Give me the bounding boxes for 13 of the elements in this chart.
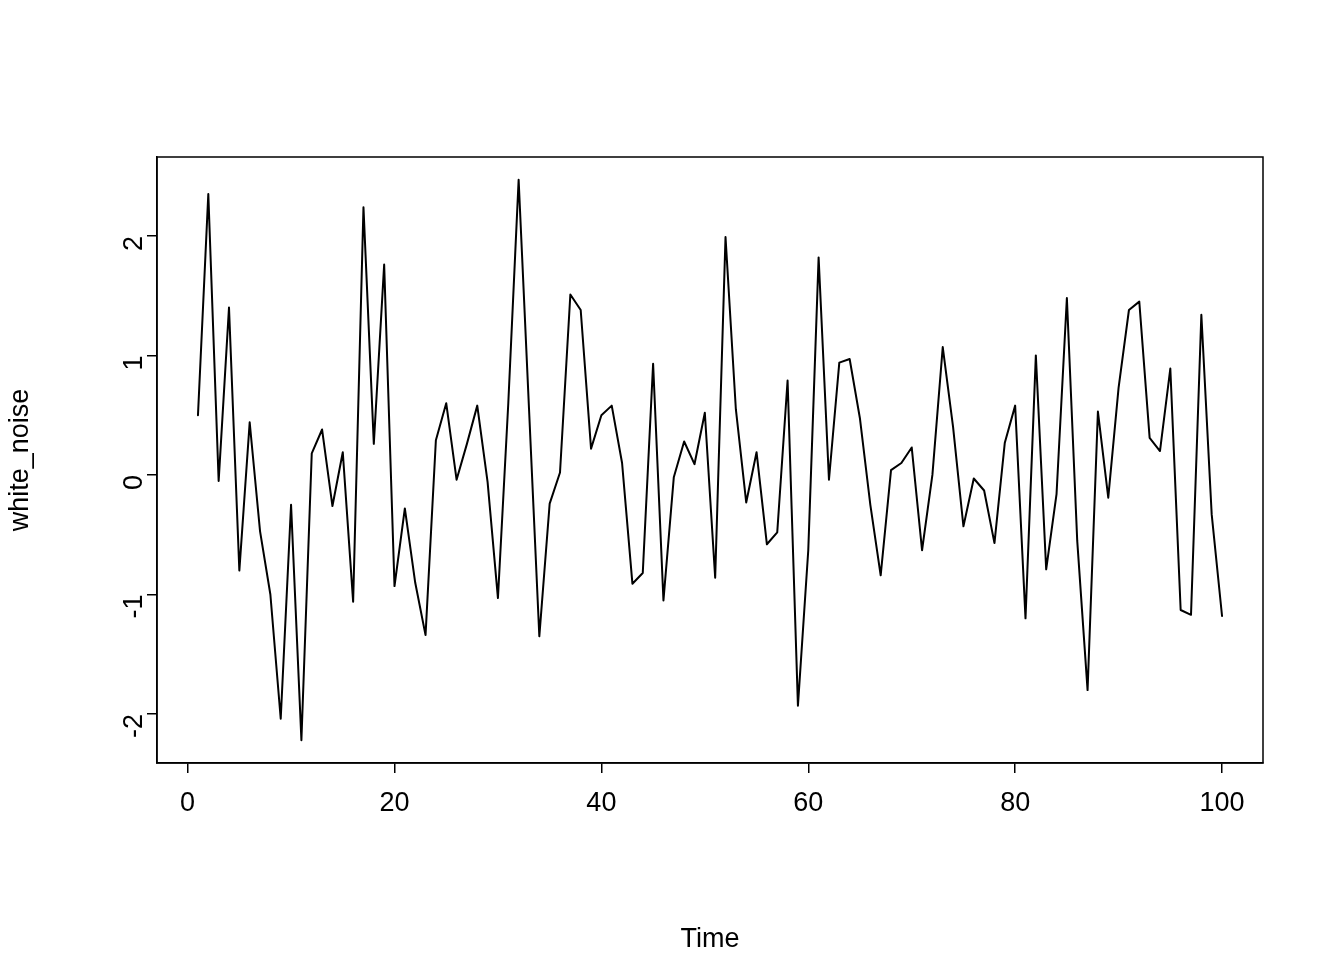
y-tick-label: 2 — [118, 235, 149, 251]
y-tick-label: 1 — [118, 355, 149, 371]
y-axis-title: white_noise — [3, 388, 34, 533]
y-tick-label: 0 — [118, 474, 149, 490]
x-tick-label: 20 — [379, 786, 410, 817]
x-tick-label: 40 — [586, 786, 617, 817]
y-tick-label: -1 — [118, 594, 149, 619]
y-tick-label: -2 — [118, 713, 149, 739]
x-tick-label: 60 — [793, 786, 824, 817]
x-tick-label: 0 — [180, 786, 196, 817]
x-tick-label: 80 — [1000, 786, 1031, 817]
x-tick-label: 100 — [1199, 786, 1245, 817]
x-axis-title: Time — [680, 923, 740, 954]
